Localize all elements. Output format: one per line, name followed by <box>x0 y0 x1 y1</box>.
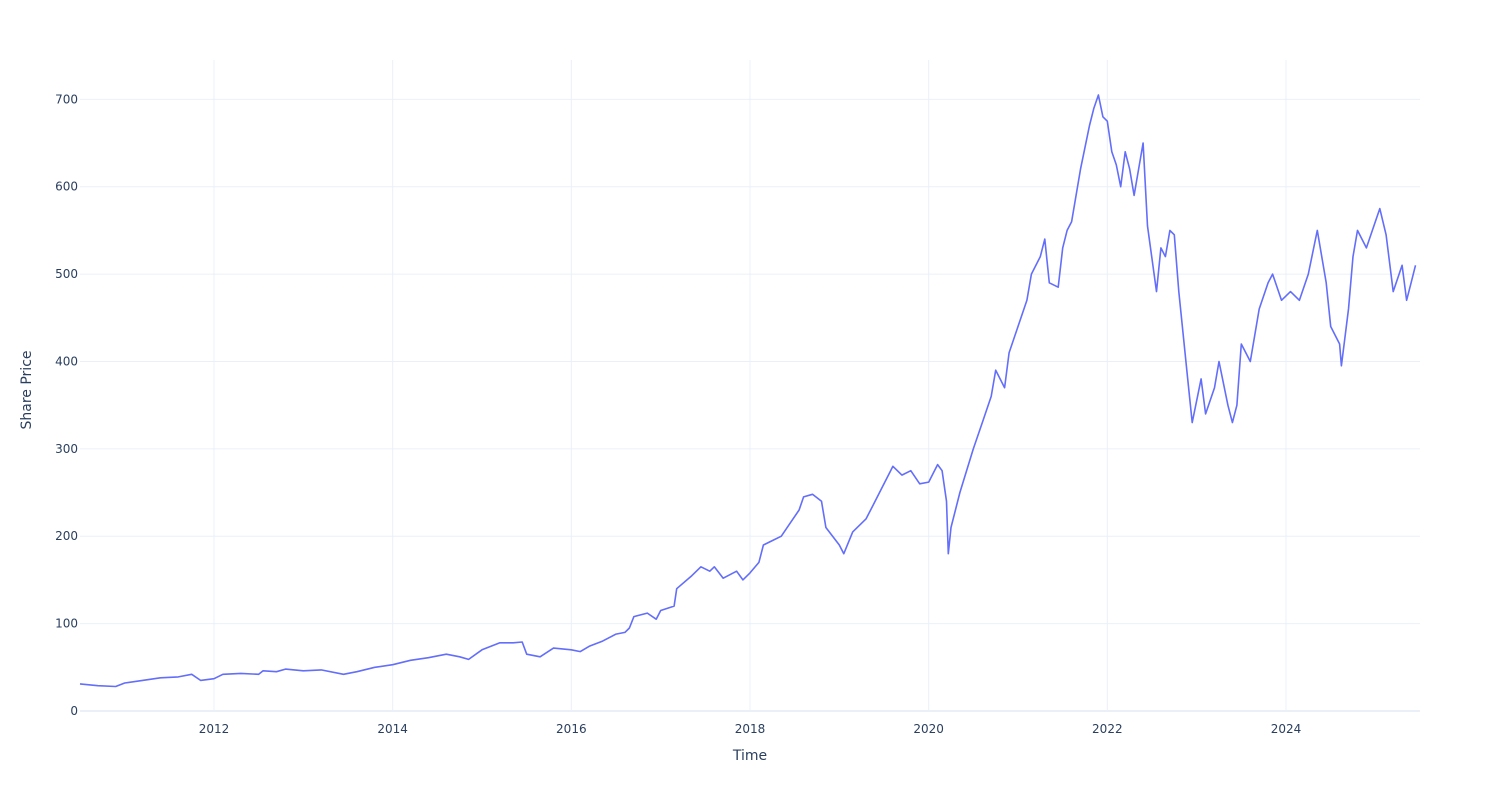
y-tick-label-0: 0 <box>70 704 78 718</box>
y-tick-label-400: 400 <box>55 354 78 368</box>
y-tick-label-600: 600 <box>55 180 78 194</box>
series-line-share-price <box>79 94 1417 688</box>
y-tick-label-100: 100 <box>55 617 78 631</box>
y-axis-title: Share Price <box>19 350 35 429</box>
x-tick-label-2018: 2018 <box>735 722 766 736</box>
x-tick-label-2024: 2024 <box>1271 722 1302 736</box>
grid-lines <box>80 60 1420 712</box>
x-tick-label-2012: 2012 <box>199 722 230 736</box>
x-tick-label-2022: 2022 <box>1092 722 1123 736</box>
x-axis-title: Time <box>732 748 767 764</box>
y-tick-label-500: 500 <box>55 267 78 281</box>
y-tick-label-700: 700 <box>55 92 78 106</box>
y-tick-label-200: 200 <box>55 529 78 543</box>
tick-labels: 2012 2014 2016 2018 2020 2022 2024 0 100 200 300 40… <box>55 92 1301 736</box>
x-tick-label-2016: 2016 <box>556 722 587 736</box>
x-tick-label-2020: 2020 <box>913 722 944 736</box>
y-tick-label-300: 300 <box>55 442 78 456</box>
series-layer <box>79 94 1417 688</box>
x-tick-label-2014: 2014 <box>377 722 408 736</box>
